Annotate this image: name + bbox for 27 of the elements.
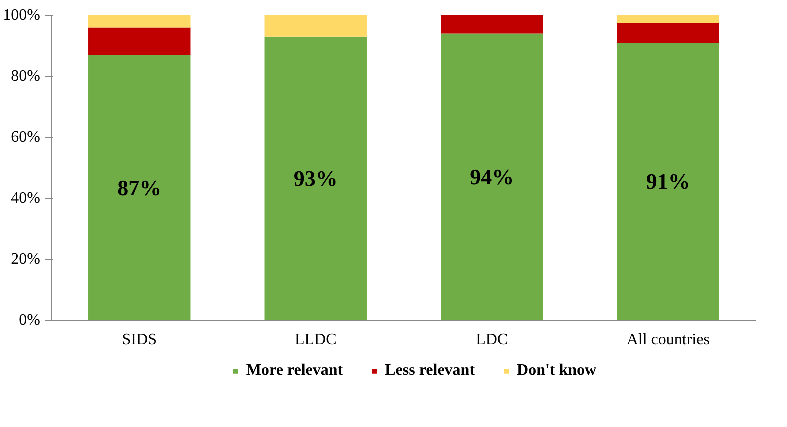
x-tick-label: LDC — [476, 332, 508, 348]
y-tick-label: 20% — [11, 251, 40, 268]
legend-label: Don't know — [517, 362, 597, 380]
y-tick-label: 80% — [11, 68, 40, 85]
bar — [617, 16, 720, 24]
y-tick-label: 40% — [11, 190, 40, 207]
bar — [617, 42, 720, 320]
y-tick-label: 0% — [19, 312, 40, 329]
y-tick-label: 60% — [11, 129, 40, 146]
bar — [88, 28, 191, 56]
y-tick-label: 100% — [3, 7, 40, 24]
x-tick-label: LLDC — [294, 332, 337, 348]
x-tick-label: All countries — [626, 332, 710, 348]
bar — [441, 34, 544, 320]
legend-label: More relevant — [246, 362, 344, 380]
data-label: 91% — [646, 169, 690, 194]
bar — [617, 23, 720, 43]
data-label: 87% — [118, 175, 162, 200]
bar — [264, 16, 367, 37]
bar — [441, 16, 544, 34]
data-label: 93% — [294, 166, 338, 192]
bar — [264, 36, 367, 320]
x-tick-label: SIDS — [122, 332, 157, 348]
legend-label: Less relevant — [385, 362, 476, 380]
bar — [88, 55, 191, 320]
bar — [88, 16, 191, 28]
data-label: 94% — [470, 164, 514, 190]
